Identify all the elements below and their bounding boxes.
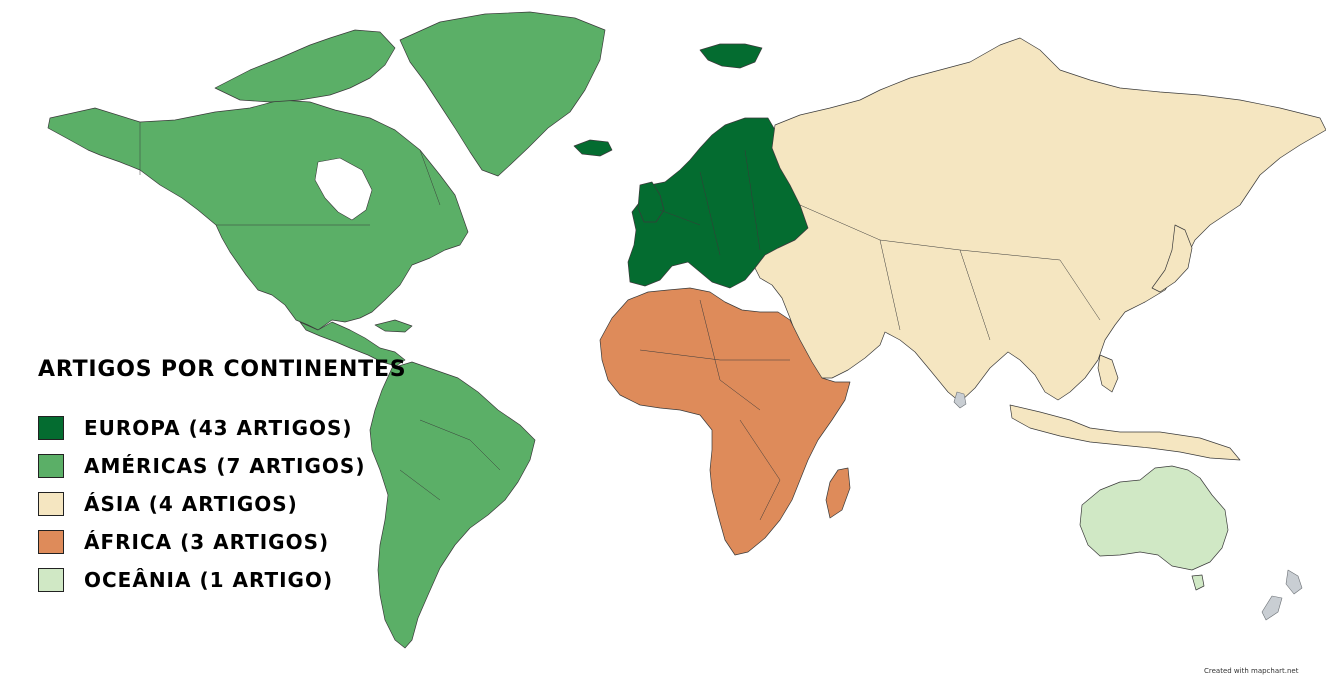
north-america-shape bbox=[47, 99, 469, 331]
legend-swatch-asia bbox=[38, 492, 64, 516]
caribbean-shape bbox=[374, 319, 413, 333]
philippines-shape bbox=[1097, 354, 1119, 393]
legend-item-asia: ÁSIA (4 ARTIGOS) bbox=[38, 485, 458, 523]
svalbard-shape bbox=[699, 43, 763, 69]
legend-label-asia: ÁSIA (4 ARTIGOS) bbox=[84, 492, 298, 516]
legend-item-americas: AMÉRICAS (7 ARTIGOS) bbox=[38, 447, 458, 485]
asia-shape bbox=[754, 37, 1326, 403]
legend-title: ARTIGOS POR CONTINENTES bbox=[38, 357, 407, 382]
legend-label-europe: EUROPA (43 ARTIGOS) bbox=[84, 416, 353, 440]
legend-item-africa: ÁFRICA (3 ARTIGOS) bbox=[38, 523, 458, 561]
legend-label-oceania: OCEÂNIA (1 ARTIGO) bbox=[84, 568, 334, 592]
new-zealand-south-shape bbox=[1261, 595, 1283, 621]
legend-label-americas: AMÉRICAS (7 ARTIGOS) bbox=[84, 454, 366, 478]
arctic-islands-shape bbox=[214, 29, 396, 103]
british-isles-shape bbox=[637, 181, 665, 223]
credit-text: Created with mapchart.net bbox=[1204, 667, 1299, 675]
japan-shape bbox=[1151, 224, 1193, 293]
new-zealand-shape bbox=[1285, 569, 1303, 595]
legend-item-europe: EUROPA (43 ARTIGOS) bbox=[38, 409, 458, 447]
legend-items: EUROPA (43 ARTIGOS) AMÉRICAS (7 ARTIGOS) Á… bbox=[38, 409, 458, 599]
legend-swatch-americas bbox=[38, 454, 64, 478]
south-america-shape bbox=[369, 361, 536, 649]
madagascar-shape bbox=[825, 467, 851, 519]
southeast-asia-islands-shape bbox=[1009, 404, 1241, 461]
africa-shape bbox=[599, 287, 851, 556]
legend-swatch-europe bbox=[38, 416, 64, 440]
tasmania-shape bbox=[1191, 574, 1205, 591]
hudson-bay-shape bbox=[314, 157, 373, 221]
legend-swatch-africa bbox=[38, 530, 64, 554]
greenland-shape bbox=[399, 11, 606, 177]
legend-swatch-oceania bbox=[38, 568, 64, 592]
central-america-shape bbox=[299, 321, 406, 367]
sri-lanka-shape bbox=[953, 391, 967, 409]
map-legend: ARTIGOS POR CONTINENTES EUROPA (43 ARTIG… bbox=[38, 355, 458, 599]
iceland-shape bbox=[573, 139, 613, 157]
legend-label-africa: ÁFRICA (3 ARTIGOS) bbox=[84, 530, 330, 554]
country-border-lines bbox=[139, 122, 1101, 521]
australia-shape bbox=[1079, 465, 1229, 571]
legend-item-oceania: OCEÂNIA (1 ARTIGO) bbox=[38, 561, 458, 599]
